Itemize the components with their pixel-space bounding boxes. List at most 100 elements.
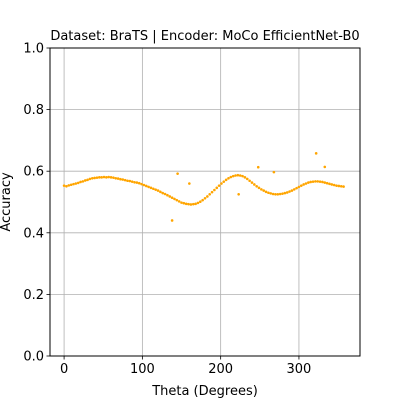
data-point (323, 181, 327, 184)
axis-ticks: 0 100 200 300 0.0 0.2 0.4 0.6 0.8 1.0 (23, 42, 311, 378)
data-point (176, 172, 179, 175)
data-point (130, 180, 134, 183)
data-point (100, 176, 103, 179)
data-point (278, 192, 282, 196)
data-point (187, 202, 190, 206)
data-point (297, 185, 301, 189)
data-point (311, 180, 315, 183)
data-point (203, 197, 207, 200)
data-point (229, 175, 233, 179)
data-point (152, 187, 155, 191)
data-point (184, 202, 188, 206)
data-point (220, 182, 223, 185)
data-point (128, 179, 132, 183)
data-point (149, 186, 153, 190)
data-point (161, 191, 165, 195)
data-point (321, 180, 324, 184)
data-point (206, 195, 209, 198)
x-tick-label: 0 (60, 362, 68, 377)
data-point (144, 184, 148, 188)
y-tick-label: 0.6 (23, 165, 44, 180)
data-point (170, 196, 174, 199)
data-point (67, 184, 71, 187)
data-point (170, 219, 174, 222)
data-point (337, 184, 341, 188)
data-point (325, 181, 329, 185)
data-point (243, 176, 247, 179)
data-point (210, 190, 214, 194)
data-point (314, 152, 318, 155)
data-point (69, 183, 73, 187)
data-point (238, 174, 242, 177)
data-point (163, 192, 167, 196)
data-point (86, 178, 89, 182)
y-tick-label: 0.2 (23, 288, 44, 303)
data-point (119, 177, 122, 181)
data-point (180, 201, 183, 204)
data-point (95, 176, 99, 179)
data-point (62, 184, 66, 187)
data-point (227, 176, 230, 180)
y-axis-title: Accuracy (0, 172, 14, 232)
data-point (316, 180, 320, 183)
data-point (283, 191, 287, 195)
data-point (182, 201, 186, 205)
data-point (271, 192, 275, 196)
y-tick-label: 0.0 (23, 350, 44, 365)
y-tick-label: 1.0 (23, 42, 44, 57)
data-point (188, 182, 191, 185)
data-point (173, 197, 176, 201)
chart-title: Dataset: BraTS | Encoder: MoCo Efficient… (50, 29, 359, 44)
data-point (123, 178, 127, 182)
data-point (299, 184, 303, 187)
data-point (88, 177, 92, 181)
data-point (83, 179, 87, 182)
data-point (154, 188, 157, 191)
data-point (93, 176, 96, 180)
data-point (133, 180, 136, 184)
data-point (213, 188, 216, 192)
data-point (304, 182, 308, 185)
data-point (290, 189, 294, 192)
data-point (114, 176, 118, 180)
data-point (236, 173, 240, 177)
data-point (107, 175, 111, 179)
data-point (307, 181, 310, 184)
data-point (109, 176, 113, 179)
data-point (166, 193, 169, 197)
data-point (140, 182, 143, 186)
data-point (318, 180, 322, 183)
data-point (295, 186, 298, 190)
data-point (288, 190, 291, 193)
x-axis-title: Theta (Degrees) (151, 384, 258, 399)
data-point (121, 178, 125, 181)
x-tick-label: 100 (130, 362, 155, 377)
y-tick-label: 0.8 (23, 103, 44, 118)
data-point (274, 193, 277, 196)
data-point (126, 179, 129, 183)
data-point (314, 180, 317, 183)
data-point (264, 190, 268, 194)
data-point (222, 180, 226, 183)
data-point (339, 184, 343, 188)
data-point (199, 200, 202, 203)
data-point (253, 183, 256, 186)
data-point (257, 186, 261, 190)
data-point (272, 170, 276, 174)
data-point (281, 192, 284, 195)
data-point (245, 177, 249, 181)
data-point (147, 185, 150, 189)
data-point (309, 180, 312, 184)
data-point (102, 175, 106, 179)
data-point (72, 182, 75, 186)
data-point (342, 185, 345, 188)
data-point (292, 188, 296, 191)
data-point (323, 165, 327, 169)
data-point (256, 165, 260, 169)
data-point (332, 183, 336, 187)
data-point (196, 201, 200, 205)
plot-frame (49, 47, 361, 357)
data-point (302, 183, 305, 186)
